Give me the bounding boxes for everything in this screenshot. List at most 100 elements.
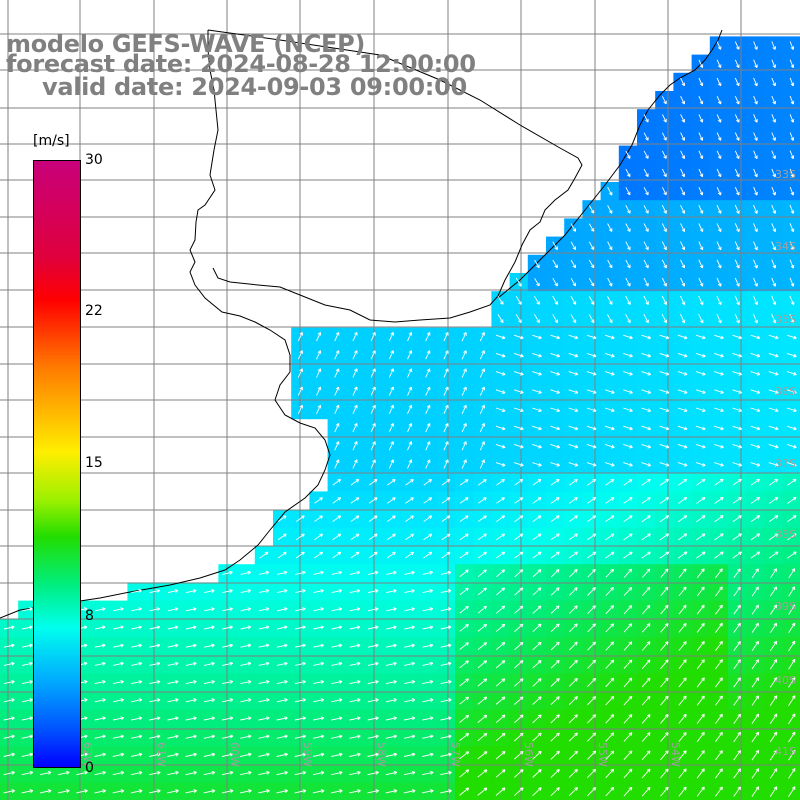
wind-arrow <box>295 661 306 666</box>
wind-arrow <box>440 589 452 594</box>
wind-arrow <box>788 640 796 652</box>
wind-arrow <box>661 241 667 251</box>
longitude-label: 56W <box>522 742 535 767</box>
wind-arrow <box>587 768 597 779</box>
wind-arrow <box>625 150 631 159</box>
wind-arrow <box>677 551 688 559</box>
wind-arrow <box>167 770 179 776</box>
wind-arrow <box>605 714 615 724</box>
latitude-label: 36S <box>775 385 796 398</box>
wind-arrow <box>185 625 197 630</box>
wind-arrow <box>222 734 234 739</box>
wind-arrow <box>3 752 15 757</box>
wind-arrow <box>623 334 633 340</box>
wind-arrow <box>570 295 577 305</box>
wind-arrow <box>149 716 161 721</box>
wind-arrow <box>495 334 506 340</box>
wind-arrow <box>425 404 431 414</box>
wind-arrow <box>643 168 649 178</box>
wind-arrow <box>550 696 560 706</box>
wind-arrow <box>185 770 197 776</box>
wind-arrow <box>678 732 687 742</box>
wind-arrow <box>313 607 324 612</box>
wind-arrow <box>222 589 233 594</box>
wind-arrow <box>696 750 705 761</box>
wind-arrow <box>204 625 215 630</box>
wind-arrow <box>443 350 449 360</box>
wind-arrow <box>352 386 358 396</box>
wind-arrow <box>587 515 597 522</box>
wind-arrow <box>659 407 670 413</box>
wind-arrow <box>277 533 287 541</box>
wind-arrow <box>623 371 633 376</box>
wind-arrow <box>695 371 706 376</box>
wind-arrow <box>659 515 669 523</box>
wind-arrow <box>276 643 288 648</box>
wind-arrow <box>750 462 761 467</box>
wind-arrow <box>76 770 88 776</box>
wind-arrow <box>734 41 740 50</box>
wind-arrow <box>570 259 576 269</box>
wind-arrow <box>149 698 161 703</box>
wind-arrow <box>349 716 361 721</box>
wind-arrow <box>716 114 722 123</box>
wind-arrow <box>753 95 758 105</box>
wind-arrow <box>642 586 651 596</box>
wind-arrow <box>604 443 615 449</box>
wind-arrow <box>641 786 651 797</box>
wind-arrow <box>552 314 558 324</box>
wind-arrow <box>294 734 306 739</box>
wind-arrow <box>698 77 704 87</box>
wind-arrow <box>443 368 449 378</box>
wind-arrow <box>788 768 796 779</box>
wind-arrow <box>370 332 376 342</box>
wind-arrow <box>58 789 70 794</box>
wind-arrow <box>334 441 340 451</box>
wind-arrow <box>422 625 434 630</box>
wind-arrow <box>771 204 777 214</box>
wind-arrow <box>240 625 252 630</box>
wind-arrow <box>407 459 413 469</box>
wind-arrow <box>588 314 595 324</box>
wind-arrow <box>751 750 760 761</box>
wind-arrow <box>769 786 778 797</box>
wind-arrow <box>568 677 578 687</box>
wind-arrow <box>21 770 34 776</box>
wind-arrow <box>716 41 722 50</box>
wind-arrow <box>149 589 160 594</box>
wind-arrow <box>407 386 413 396</box>
wind-arrow <box>459 533 469 541</box>
wind-arrow <box>623 533 633 541</box>
wind-arrow <box>385 770 398 776</box>
wind-arrow <box>203 698 215 703</box>
wind-arrow <box>716 277 722 287</box>
wind-arrow <box>204 661 215 666</box>
wind-arrow <box>295 625 306 630</box>
wind-arrow <box>167 607 179 612</box>
wind-arrow <box>386 589 397 594</box>
wind-arrow <box>3 680 15 685</box>
wind-arrow <box>532 678 542 687</box>
longitude-label: 54W <box>669 742 682 767</box>
wind-arrow <box>786 443 797 449</box>
wind-arrow <box>204 589 215 594</box>
wind-arrow <box>459 515 469 522</box>
wind-arrow <box>532 641 542 651</box>
wind-arrow <box>532 425 542 431</box>
wind-arrow <box>696 497 706 504</box>
wind-arrow <box>532 750 542 760</box>
wind-arrow <box>788 713 796 725</box>
wind-arrow <box>149 625 161 630</box>
wind-arrow <box>495 352 506 358</box>
wind-arrow <box>94 607 106 612</box>
wind-arrow <box>570 223 576 232</box>
wind-cell <box>782 91 800 110</box>
wind-arrow <box>316 404 322 414</box>
wind-arrow <box>641 641 651 651</box>
wind-arrow <box>297 386 303 396</box>
wind-arrow <box>222 625 233 630</box>
wind-arrow <box>677 371 688 376</box>
wind-arrow <box>294 680 306 685</box>
wind-arrow <box>386 661 397 666</box>
wind-arrow <box>314 515 323 522</box>
